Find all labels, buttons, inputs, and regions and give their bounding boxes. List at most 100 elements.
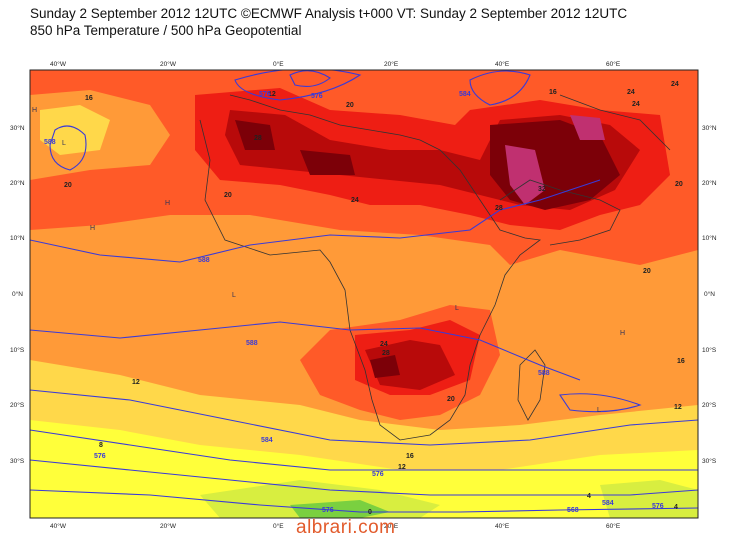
temp-label: 12 (268, 91, 276, 98)
temp-label: 20 (64, 182, 72, 189)
lat-tick: 30°N (10, 124, 25, 132)
temp-label: 16 (406, 453, 414, 460)
lat-tick: 10°N (10, 234, 25, 242)
iran-coast (559, 94, 671, 151)
map-subtitle: 850 hPa Temperature / 500 hPa Geopotenti… (30, 23, 302, 38)
contour-584-south (30, 389, 698, 446)
lat-tick: 30°N (702, 124, 717, 132)
pressure-centers: H L H L H L H L (32, 107, 625, 414)
lat-tick: 10°S (10, 346, 25, 354)
lon-tick: 40°E (495, 522, 510, 530)
lat-tick: 10°N (702, 234, 717, 242)
geopotential-label: 576 (372, 471, 384, 478)
contour-588-tropics (30, 179, 601, 263)
geopotential-label: 588 (44, 139, 56, 146)
pressure-center: H (165, 200, 170, 207)
contour-576-north (234, 70, 362, 101)
contour-576-south (30, 429, 698, 471)
temp-label: 24 (671, 81, 679, 88)
temp-label: 24 (351, 197, 359, 204)
temp-label: 16 (85, 95, 93, 102)
lon-tick: 40°E (495, 60, 510, 68)
lat-tick: 20°S (702, 401, 717, 409)
temp-label: 12 (398, 464, 406, 471)
lon-tick: 20°E (384, 60, 399, 68)
contour-584-ne (469, 70, 531, 106)
geopotential-label: 588 (198, 257, 210, 264)
lat-tick: 20°N (702, 179, 717, 187)
geopotential-label: 588 (538, 370, 550, 377)
lon-tick: 40°W (50, 60, 67, 68)
lon-tick: 20°W (160, 60, 177, 68)
africa-coast (199, 119, 542, 441)
pressure-center: H (620, 330, 625, 337)
pressure-center: L (455, 305, 459, 312)
lon-tick: 0°E (273, 60, 284, 68)
temp-band-32-central (300, 150, 355, 175)
lat-tick: 10°S (702, 346, 717, 354)
lat-tick: 0°N (12, 290, 23, 298)
map-title: Sunday 2 September 2012 12UTC ©ECMWF Ana… (30, 6, 628, 21)
watermark: albrari.com (296, 517, 396, 538)
temp-label: 28 (382, 350, 390, 357)
temp-label: 0 (368, 509, 372, 516)
lon-tick: 20°W (160, 522, 177, 530)
lon-ticks-top: 40°W 20°W 0°E 20°E 40°E 60°E (50, 60, 621, 68)
lat-ticks-right: 30°N 20°N 10°N 0°N 10°S 20°S 30°S (702, 124, 717, 465)
temp-label: 24 (380, 341, 388, 348)
temp-band-28-south (365, 340, 455, 390)
geopotential-label: 576 (259, 91, 271, 98)
temp-label: 20 (675, 181, 683, 188)
geopotential-label: 576 (322, 507, 334, 514)
geopotential-label: 568 (567, 507, 579, 514)
lat-tick: 30°S (10, 457, 25, 465)
coastlines (199, 94, 671, 441)
temp-band-32-west (235, 120, 275, 150)
map-frame (29, 69, 699, 519)
temp-band-0-south (290, 500, 390, 518)
lat-tick: 0°N (704, 290, 715, 298)
lon-tick: 40°W (50, 522, 67, 530)
geopotential-label: 584 (261, 437, 273, 444)
lon-tick: 0°E (273, 522, 284, 530)
geopotential-label: 584 (459, 91, 471, 98)
med-coast (229, 94, 421, 141)
temp-label: 12 (132, 379, 140, 386)
contour-568-south (30, 459, 698, 496)
temperature-field (30, 70, 698, 518)
lat-ticks-left: 30°N 20°N 10°N 0°N 10°S 20°S 30°S (10, 124, 25, 465)
lon-tick: 20°E (384, 522, 399, 530)
geopotential-label: 576 (652, 503, 664, 510)
temperature-labels: 12 12 16 16 16 20 20 20 20 20 24 24 24 2… (64, 81, 685, 516)
geopotential-label: 588 (246, 340, 258, 347)
temp-label: 28 (254, 135, 262, 142)
temp-label: 16 (677, 358, 685, 365)
lon-tick: 60°E (606, 60, 621, 68)
arabia-coast (499, 179, 621, 246)
temp-label: 32 (538, 186, 546, 193)
madagascar-coast (517, 349, 546, 421)
pressure-center: L (62, 140, 66, 147)
contour-576-core (289, 70, 331, 87)
temp-label: 16 (549, 89, 557, 96)
temp-label: 28 (495, 205, 503, 212)
lon-tick: 60°E (606, 522, 621, 530)
pressure-center: H (32, 107, 37, 114)
temp-label: 4 (674, 504, 678, 511)
temp-label: 8 (99, 442, 103, 449)
pressure-center: H (90, 225, 95, 232)
temp-label: 12 (674, 404, 682, 411)
temp-label: 24 (627, 89, 635, 96)
temp-band-8-south (30, 420, 698, 518)
temp-band-36-iran (570, 115, 605, 140)
pressure-center: L (232, 292, 236, 299)
contour-560-south (30, 489, 698, 513)
temp-label: 4 (587, 493, 591, 500)
contour-588-atlantic (49, 125, 87, 171)
geopotential-labels: 576 576 584 588 588 588 588 576 584 576 … (44, 91, 664, 514)
contour-588-south (30, 321, 581, 381)
geopotential-contours (30, 70, 698, 513)
temp-band-32-south (370, 355, 400, 378)
temp-band-12-atlantic (40, 105, 110, 155)
